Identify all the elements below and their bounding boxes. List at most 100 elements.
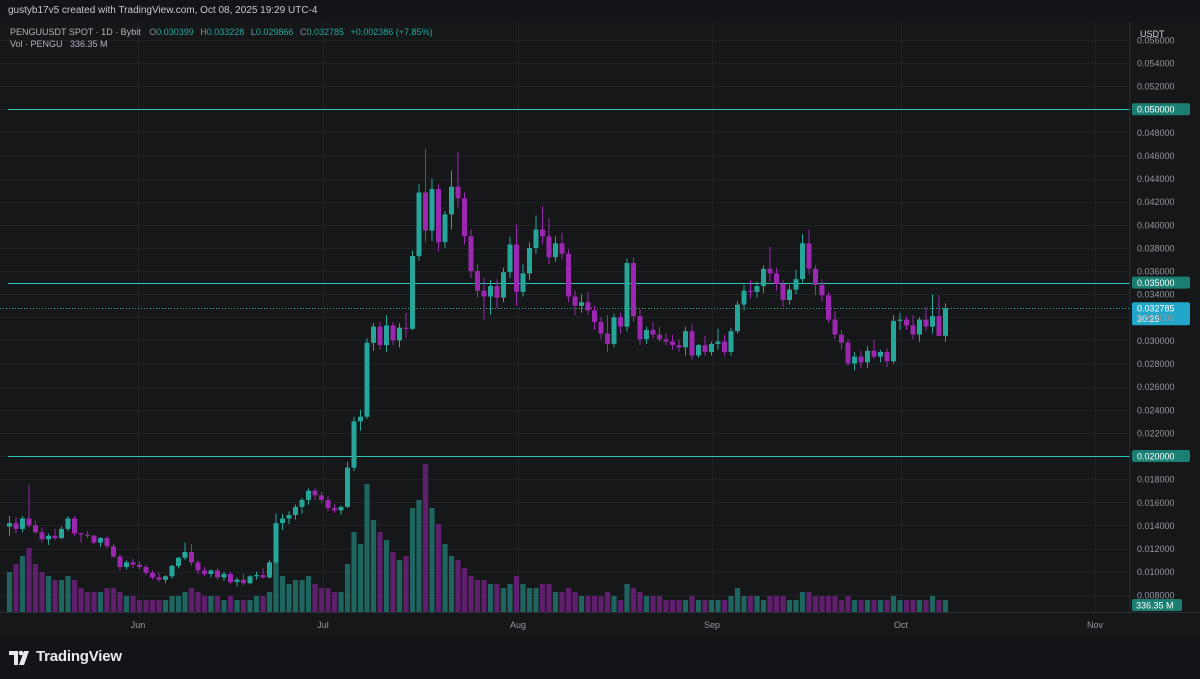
volume-bar: [474, 580, 481, 612]
candle-body: [26, 518, 32, 526]
price-unit-label: USDT: [1140, 29, 1165, 39]
candle-body: [709, 343, 714, 352]
candle-body: [865, 350, 870, 363]
candle-body: [637, 316, 643, 340]
volume-bar: [799, 592, 806, 612]
candle-body: [592, 310, 597, 322]
candle-body: [46, 535, 51, 540]
volume-bar: [104, 588, 110, 612]
volume-bar: [240, 600, 247, 612]
volume-bar: [357, 544, 364, 612]
footer: TradingView: [0, 636, 1200, 679]
candle-body: [72, 518, 77, 534]
high-key: H: [200, 27, 207, 37]
volume-bar: [403, 556, 409, 612]
volume-bar: [58, 580, 65, 612]
volume-bar: [624, 584, 630, 612]
volume-bar: [689, 596, 695, 612]
candle-body: [761, 268, 766, 287]
candle-body: [163, 576, 168, 580]
candle-body: [754, 286, 760, 292]
volume-bar: [871, 600, 877, 612]
volume-bar: [247, 600, 253, 612]
volume-bar: [643, 596, 650, 612]
candle-body: [917, 319, 922, 335]
candle-body: [150, 572, 155, 578]
candle-body: [59, 528, 64, 539]
volume-bar: [825, 596, 832, 612]
volume-bar: [500, 588, 507, 612]
candle-body: [501, 272, 506, 298]
candle-body: [572, 296, 578, 306]
candle-body: [676, 345, 682, 348]
candle-body: [897, 319, 903, 321]
level-price-badge: [1132, 450, 1190, 462]
candle-body: [481, 290, 487, 297]
candle-body: [891, 320, 896, 362]
close-key: C: [299, 27, 307, 37]
volume-bar: [494, 584, 500, 612]
price-tick-label: 0.056000: [1137, 35, 1175, 45]
volume-bar: [52, 580, 58, 612]
candle-body: [241, 579, 246, 584]
candle-body: [735, 304, 740, 332]
candle-body: [559, 243, 565, 254]
candle-body: [130, 562, 136, 565]
volume-bar: [292, 580, 299, 612]
candle-body: [410, 256, 415, 329]
price-tick-label: 0.040000: [1137, 220, 1175, 230]
volume-bar: [169, 596, 175, 612]
volume-bar: [702, 600, 708, 612]
price-tick-label: 0.016000: [1137, 498, 1175, 508]
volume-bar: [656, 596, 663, 612]
volume-bar: [273, 560, 279, 612]
candle-body: [247, 576, 253, 584]
volume-bar: [897, 600, 903, 612]
volume-bar: [71, 580, 78, 612]
price-chart[interactable]: 0.056000 0.054000 0.052000 0.050000 0.048000…: [0, 0, 1200, 636]
volume-bar: [851, 600, 858, 612]
candle-body: [325, 500, 331, 509]
volume-bar: [513, 576, 520, 612]
volume-bar: [370, 520, 377, 612]
candle-body: [286, 515, 292, 519]
volume-bar: [910, 600, 916, 612]
candle-body: [85, 534, 90, 536]
candle-body: [546, 236, 552, 258]
volume-bar: [611, 596, 617, 612]
volume-bar: [793, 600, 799, 612]
volume-bar: [832, 596, 838, 612]
candle-body: [202, 570, 207, 574]
time-tick-label: Nov: [1087, 620, 1104, 630]
symbol-label[interactable]: PENGUUSDT SPOT · 1D · Bybit: [10, 27, 141, 37]
volume-label[interactable]: Vol · PENGU: [10, 39, 63, 49]
volume-bar: [117, 592, 123, 612]
volume-bar: [331, 592, 338, 612]
volume-bar: [520, 584, 526, 612]
volume-bar: [442, 544, 448, 612]
volume-bar: [409, 508, 416, 612]
candle-body: [553, 243, 558, 258]
countdown-label: 30:25: [1137, 314, 1160, 324]
volume-bar: [812, 596, 819, 612]
volume-bar: [175, 596, 182, 612]
price-tick-label: 0.036000: [1137, 267, 1175, 277]
volume-bar: [364, 484, 370, 612]
volume-bar: [546, 584, 552, 612]
candle-body: [455, 186, 461, 199]
volume-bar: [708, 600, 715, 612]
price-tick-label: 0.046000: [1137, 151, 1175, 161]
candle-body: [390, 325, 396, 341]
price-tick-label: 0.022000: [1137, 428, 1175, 438]
level-price-badge: [1132, 276, 1190, 289]
volume-bar: [149, 600, 156, 612]
volume-bar: [923, 600, 929, 612]
volume-bar: [390, 552, 396, 612]
candle-body: [91, 535, 97, 543]
current-price-label: 0.032785: [1137, 304, 1175, 314]
volume-bar: [767, 596, 773, 612]
candle-body: [182, 552, 188, 558]
volume-bar: [299, 580, 305, 612]
level-price-label: 0.035000: [1137, 278, 1175, 288]
price-tick-label: 0.042000: [1137, 197, 1175, 207]
